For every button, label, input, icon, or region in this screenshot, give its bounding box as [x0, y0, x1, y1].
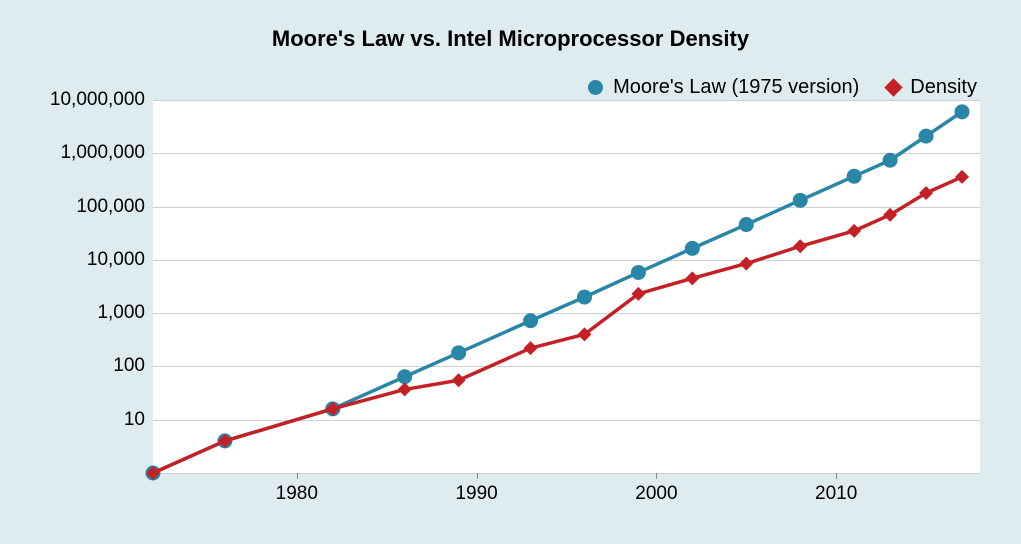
- series-line-density: [153, 177, 962, 473]
- x-tick-mark: [836, 473, 837, 479]
- y-tick-label: 10,000: [0, 249, 145, 271]
- marker-density: [685, 271, 699, 285]
- legend-item-density: Density: [887, 76, 977, 99]
- marker-density: [739, 257, 753, 271]
- marker-moores-law: [523, 313, 538, 328]
- x-tick-mark: [297, 473, 298, 479]
- y-tick-label: 1,000,000: [0, 142, 145, 164]
- x-tick-label: 1980: [276, 483, 318, 505]
- marker-moores-law: [883, 153, 898, 168]
- plot-area: [153, 100, 980, 473]
- marker-density: [847, 224, 861, 238]
- x-tick-mark: [656, 473, 657, 479]
- marker-moores-law: [451, 345, 466, 360]
- marker-density: [398, 382, 412, 396]
- gridline: [153, 473, 980, 474]
- y-tick-label: 100,000: [0, 196, 145, 218]
- legend-item-moores-law: Moore's Law (1975 version): [588, 76, 859, 99]
- series-svg: [153, 100, 980, 473]
- x-tick-label: 2010: [815, 483, 857, 505]
- marker-moores-law: [739, 217, 754, 232]
- marker-moores-law: [919, 129, 934, 144]
- marker-moores-law: [793, 193, 808, 208]
- x-tick-mark: [477, 473, 478, 479]
- y-tick-label: 100: [0, 355, 145, 377]
- chart-container: Moore's Law vs. Intel Microprocessor Den…: [0, 0, 1021, 544]
- marker-density: [793, 239, 807, 253]
- marker-moores-law: [577, 290, 592, 305]
- legend-label: Density: [910, 76, 977, 99]
- marker-density: [524, 341, 538, 355]
- series-line-moores-law: [153, 112, 962, 473]
- legend: Moore's Law (1975 version) Density: [588, 76, 977, 99]
- marker-moores-law: [685, 241, 700, 256]
- x-tick-label: 2000: [635, 483, 677, 505]
- diamond-icon: [885, 78, 903, 96]
- y-tick-label: 10: [0, 409, 145, 431]
- marker-density: [452, 373, 466, 387]
- y-tick-label: 10,000,000: [0, 89, 145, 111]
- marker-moores-law: [847, 169, 862, 184]
- x-tick-label: 1990: [455, 483, 497, 505]
- marker-density: [955, 170, 969, 184]
- marker-moores-law: [955, 104, 970, 119]
- marker-moores-law: [397, 369, 412, 384]
- legend-label: Moore's Law (1975 version): [613, 76, 859, 99]
- chart-title: Moore's Law vs. Intel Microprocessor Den…: [0, 26, 1021, 52]
- y-tick-label: 1,000: [0, 302, 145, 324]
- marker-moores-law: [631, 265, 646, 280]
- circle-icon: [588, 80, 603, 95]
